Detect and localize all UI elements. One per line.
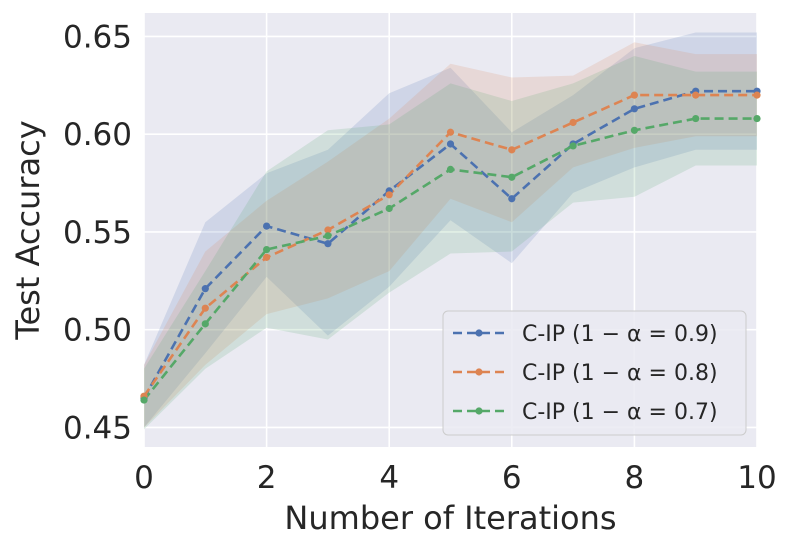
x-tick-label: 8 <box>625 460 645 496</box>
x-tick-label: 2 <box>257 460 277 496</box>
data-point <box>140 396 148 404</box>
confidence-bands <box>144 32 757 430</box>
x-tick-labels: 0 2 4 6 8 10 <box>134 460 777 496</box>
data-point <box>385 204 393 213</box>
data-point <box>263 253 271 261</box>
data-point <box>692 114 700 123</box>
data-point <box>692 91 700 99</box>
x-axis-label: Number of Iterations <box>284 499 616 537</box>
data-point <box>446 140 455 148</box>
data-point <box>201 304 209 312</box>
y-tick-label: 0.45 <box>63 410 132 446</box>
x-tick-label: 6 <box>502 460 522 496</box>
data-point <box>630 91 639 99</box>
legend-marker <box>475 368 483 376</box>
data-point <box>324 232 332 240</box>
confidence-band <box>144 32 757 428</box>
series-points <box>140 87 761 404</box>
y-tick-label: 0.60 <box>63 117 132 153</box>
data-point <box>569 142 577 150</box>
legend-entry-label: C-IP (1 − α = 0.7) <box>522 400 718 425</box>
data-point <box>630 126 639 134</box>
data-point <box>446 128 455 136</box>
legend-marker <box>475 407 483 415</box>
legend-entry-label: C-IP (1 − α = 0.8) <box>522 361 718 386</box>
legend-box <box>442 310 747 436</box>
data-point <box>753 91 761 99</box>
y-tick-label: 0.50 <box>63 313 132 349</box>
data-point <box>385 191 393 199</box>
confidence-band <box>144 56 757 430</box>
data-point <box>324 240 332 248</box>
data-point <box>201 285 209 293</box>
data-point <box>508 195 516 203</box>
x-tick-label: 4 <box>379 460 399 496</box>
data-point <box>630 105 639 113</box>
y-axis-label: Test Accuracy <box>9 120 47 340</box>
data-point <box>201 320 209 328</box>
confidence-band <box>144 42 757 428</box>
data-point <box>508 146 516 154</box>
y-tick-label: 0.55 <box>63 215 132 251</box>
data-point <box>446 165 455 173</box>
legend-entry-label: C-IP (1 − α = 0.9) <box>522 322 718 347</box>
y-tick-labels: 0.45 0.50 0.55 0.60 0.65 <box>63 19 132 446</box>
data-point <box>263 245 271 254</box>
x-tick-label: 10 <box>737 460 776 496</box>
x-tick-label: 0 <box>134 460 154 496</box>
data-point <box>753 114 761 123</box>
data-point <box>263 222 271 230</box>
legend-marker <box>475 329 483 337</box>
y-tick-label: 0.65 <box>63 19 132 55</box>
data-point <box>569 118 577 127</box>
data-point <box>508 173 516 181</box>
data-point <box>324 226 332 234</box>
legend: C-IP (1 − α = 0.9) C-IP (1 − α = 0.8) C-IP… <box>442 310 747 436</box>
